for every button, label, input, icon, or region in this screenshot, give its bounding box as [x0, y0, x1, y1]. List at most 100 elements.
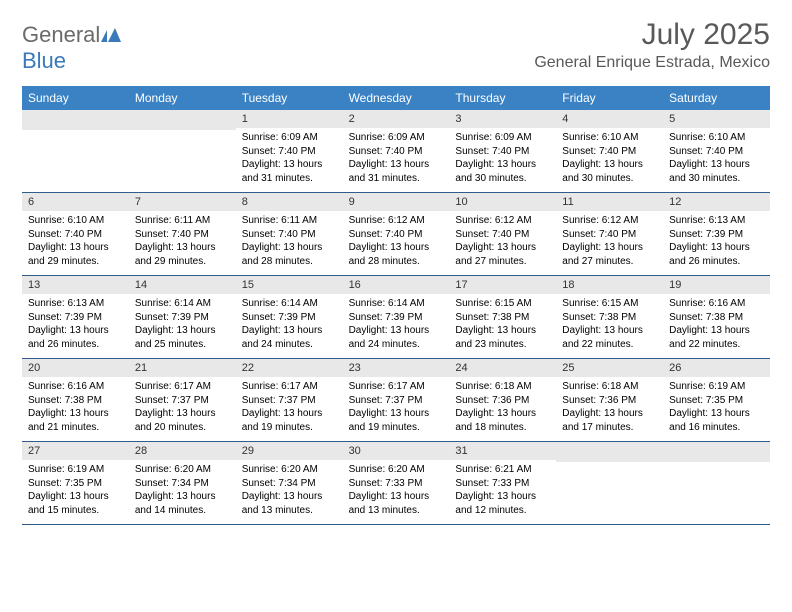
day-cell: 1Sunrise: 6:09 AMSunset: 7:40 PMDaylight… — [236, 110, 343, 192]
weekday-label: Tuesday — [236, 86, 343, 110]
logo-text-general: General — [22, 22, 100, 47]
day-cell: 27Sunrise: 6:19 AMSunset: 7:35 PMDayligh… — [22, 442, 129, 524]
day-details: Sunrise: 6:12 AMSunset: 7:40 PMDaylight:… — [556, 211, 663, 273]
day-number: 8 — [236, 193, 343, 211]
weekday-label: Saturday — [663, 86, 770, 110]
day-details: Sunrise: 6:09 AMSunset: 7:40 PMDaylight:… — [449, 128, 556, 190]
day-cell: 16Sunrise: 6:14 AMSunset: 7:39 PMDayligh… — [343, 276, 450, 358]
day-cell: 18Sunrise: 6:15 AMSunset: 7:38 PMDayligh… — [556, 276, 663, 358]
day-number: 20 — [22, 359, 129, 377]
day-number: 30 — [343, 442, 450, 460]
day-cell: 22Sunrise: 6:17 AMSunset: 7:37 PMDayligh… — [236, 359, 343, 441]
day-cell: 6Sunrise: 6:10 AMSunset: 7:40 PMDaylight… — [22, 193, 129, 275]
day-number: 11 — [556, 193, 663, 211]
day-number: 1 — [236, 110, 343, 128]
day-details: Sunrise: 6:09 AMSunset: 7:40 PMDaylight:… — [343, 128, 450, 190]
day-cell — [22, 110, 129, 192]
day-details: Sunrise: 6:14 AMSunset: 7:39 PMDaylight:… — [236, 294, 343, 356]
day-details: Sunrise: 6:20 AMSunset: 7:34 PMDaylight:… — [129, 460, 236, 522]
day-details: Sunrise: 6:13 AMSunset: 7:39 PMDaylight:… — [22, 294, 129, 356]
day-cell: 19Sunrise: 6:16 AMSunset: 7:38 PMDayligh… — [663, 276, 770, 358]
day-details: Sunrise: 6:18 AMSunset: 7:36 PMDaylight:… — [449, 377, 556, 439]
day-cell: 2Sunrise: 6:09 AMSunset: 7:40 PMDaylight… — [343, 110, 450, 192]
day-cell: 24Sunrise: 6:18 AMSunset: 7:36 PMDayligh… — [449, 359, 556, 441]
month-title: July 2025 — [534, 18, 770, 52]
day-cell: 15Sunrise: 6:14 AMSunset: 7:39 PMDayligh… — [236, 276, 343, 358]
day-details: Sunrise: 6:14 AMSunset: 7:39 PMDaylight:… — [343, 294, 450, 356]
calendar-body: 1Sunrise: 6:09 AMSunset: 7:40 PMDaylight… — [22, 110, 770, 525]
day-details: Sunrise: 6:11 AMSunset: 7:40 PMDaylight:… — [129, 211, 236, 273]
day-cell: 31Sunrise: 6:21 AMSunset: 7:33 PMDayligh… — [449, 442, 556, 524]
day-cell: 29Sunrise: 6:20 AMSunset: 7:34 PMDayligh… — [236, 442, 343, 524]
day-cell: 13Sunrise: 6:13 AMSunset: 7:39 PMDayligh… — [22, 276, 129, 358]
day-cell: 14Sunrise: 6:14 AMSunset: 7:39 PMDayligh… — [129, 276, 236, 358]
day-number: 23 — [343, 359, 450, 377]
day-number: 31 — [449, 442, 556, 460]
day-number: 25 — [556, 359, 663, 377]
day-cell: 28Sunrise: 6:20 AMSunset: 7:34 PMDayligh… — [129, 442, 236, 524]
day-cell: 4Sunrise: 6:10 AMSunset: 7:40 PMDaylight… — [556, 110, 663, 192]
day-cell: 20Sunrise: 6:16 AMSunset: 7:38 PMDayligh… — [22, 359, 129, 441]
day-number: 2 — [343, 110, 450, 128]
day-number: 28 — [129, 442, 236, 460]
day-details: Sunrise: 6:14 AMSunset: 7:39 PMDaylight:… — [129, 294, 236, 356]
day-details: Sunrise: 6:17 AMSunset: 7:37 PMDaylight:… — [343, 377, 450, 439]
day-cell — [663, 442, 770, 524]
day-number: 16 — [343, 276, 450, 294]
title-block: July 2025 General Enrique Estrada, Mexic… — [534, 18, 770, 72]
week-row: 1Sunrise: 6:09 AMSunset: 7:40 PMDaylight… — [22, 110, 770, 193]
day-number: 5 — [663, 110, 770, 128]
day-cell: 3Sunrise: 6:09 AMSunset: 7:40 PMDaylight… — [449, 110, 556, 192]
week-row: 13Sunrise: 6:13 AMSunset: 7:39 PMDayligh… — [22, 276, 770, 359]
day-cell: 17Sunrise: 6:15 AMSunset: 7:38 PMDayligh… — [449, 276, 556, 358]
day-details: Sunrise: 6:12 AMSunset: 7:40 PMDaylight:… — [449, 211, 556, 273]
day-details: Sunrise: 6:15 AMSunset: 7:38 PMDaylight:… — [449, 294, 556, 356]
day-cell: 10Sunrise: 6:12 AMSunset: 7:40 PMDayligh… — [449, 193, 556, 275]
day-details: Sunrise: 6:17 AMSunset: 7:37 PMDaylight:… — [236, 377, 343, 439]
day-number: 14 — [129, 276, 236, 294]
day-number: 26 — [663, 359, 770, 377]
day-number: 4 — [556, 110, 663, 128]
day-cell: 11Sunrise: 6:12 AMSunset: 7:40 PMDayligh… — [556, 193, 663, 275]
day-number: 3 — [449, 110, 556, 128]
day-details: Sunrise: 6:16 AMSunset: 7:38 PMDaylight:… — [663, 294, 770, 356]
day-details: Sunrise: 6:19 AMSunset: 7:35 PMDaylight:… — [22, 460, 129, 522]
day-cell: 25Sunrise: 6:18 AMSunset: 7:36 PMDayligh… — [556, 359, 663, 441]
day-details: Sunrise: 6:21 AMSunset: 7:33 PMDaylight:… — [449, 460, 556, 522]
day-cell: 23Sunrise: 6:17 AMSunset: 7:37 PMDayligh… — [343, 359, 450, 441]
day-number: 9 — [343, 193, 450, 211]
day-number: 15 — [236, 276, 343, 294]
day-cell: 26Sunrise: 6:19 AMSunset: 7:35 PMDayligh… — [663, 359, 770, 441]
day-number: 7 — [129, 193, 236, 211]
day-number: 18 — [556, 276, 663, 294]
logo: General Blue — [22, 22, 121, 74]
day-details: Sunrise: 6:15 AMSunset: 7:38 PMDaylight:… — [556, 294, 663, 356]
calendar: SundayMondayTuesdayWednesdayThursdayFrid… — [22, 86, 770, 525]
location: General Enrique Estrada, Mexico — [534, 54, 770, 72]
week-row: 6Sunrise: 6:10 AMSunset: 7:40 PMDaylight… — [22, 193, 770, 276]
logo-text-blue: Blue — [22, 48, 66, 73]
day-number: 19 — [663, 276, 770, 294]
day-cell: 9Sunrise: 6:12 AMSunset: 7:40 PMDaylight… — [343, 193, 450, 275]
day-details: Sunrise: 6:16 AMSunset: 7:38 PMDaylight:… — [22, 377, 129, 439]
day-number: 17 — [449, 276, 556, 294]
day-number: 13 — [22, 276, 129, 294]
day-number: 6 — [22, 193, 129, 211]
day-details: Sunrise: 6:13 AMSunset: 7:39 PMDaylight:… — [663, 211, 770, 273]
day-details: Sunrise: 6:10 AMSunset: 7:40 PMDaylight:… — [22, 211, 129, 273]
day-cell: 8Sunrise: 6:11 AMSunset: 7:40 PMDaylight… — [236, 193, 343, 275]
day-details: Sunrise: 6:10 AMSunset: 7:40 PMDaylight:… — [556, 128, 663, 190]
day-cell: 5Sunrise: 6:10 AMSunset: 7:40 PMDaylight… — [663, 110, 770, 192]
week-row: 20Sunrise: 6:16 AMSunset: 7:38 PMDayligh… — [22, 359, 770, 442]
day-number: 29 — [236, 442, 343, 460]
day-details: Sunrise: 6:19 AMSunset: 7:35 PMDaylight:… — [663, 377, 770, 439]
day-cell — [556, 442, 663, 524]
day-details: Sunrise: 6:20 AMSunset: 7:34 PMDaylight:… — [236, 460, 343, 522]
day-cell: 7Sunrise: 6:11 AMSunset: 7:40 PMDaylight… — [129, 193, 236, 275]
day-number: 24 — [449, 359, 556, 377]
week-row: 27Sunrise: 6:19 AMSunset: 7:35 PMDayligh… — [22, 442, 770, 525]
day-number: 10 — [449, 193, 556, 211]
day-number: 12 — [663, 193, 770, 211]
day-number: 22 — [236, 359, 343, 377]
day-cell: 12Sunrise: 6:13 AMSunset: 7:39 PMDayligh… — [663, 193, 770, 275]
